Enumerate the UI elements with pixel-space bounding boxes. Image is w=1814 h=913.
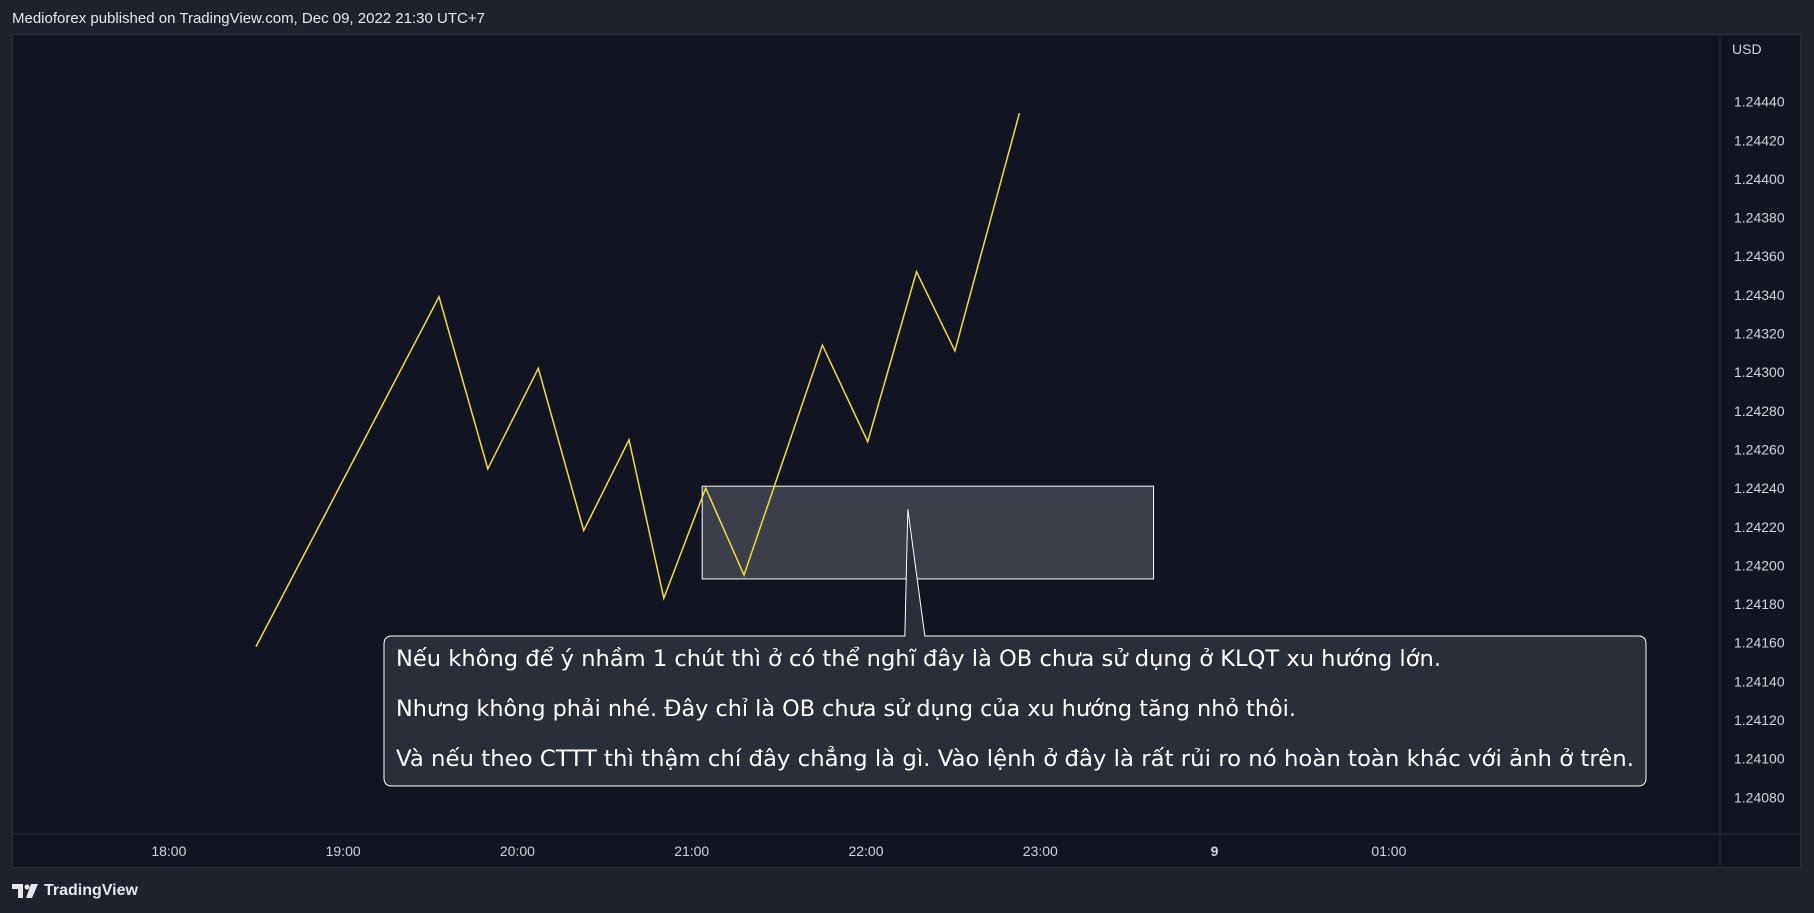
time-tick-label: 9 xyxy=(1211,843,1219,859)
price-line xyxy=(255,113,1021,647)
price-tick-label: 1.24200 xyxy=(1734,557,1785,573)
price-tick-label: 1.24100 xyxy=(1734,751,1785,767)
callout-box[interactable] xyxy=(383,509,1647,787)
currency-label: USD xyxy=(1732,41,1762,57)
price-tick-label: 1.24160 xyxy=(1734,635,1785,651)
price-tick-label: 1.24440 xyxy=(1734,94,1785,110)
price-tick-label: 1.24420 xyxy=(1734,132,1785,148)
time-tick-label: 19:00 xyxy=(326,843,361,859)
price-tick-label: 1.24280 xyxy=(1734,403,1785,419)
price-tick-label: 1.24320 xyxy=(1734,326,1785,342)
price-tick-label: 1.24080 xyxy=(1734,789,1785,805)
price-tick-label: 1.24220 xyxy=(1734,519,1785,535)
tradingview-brand: TradingView xyxy=(44,882,138,899)
time-tick-label: 01:00 xyxy=(1371,843,1406,859)
callout-line: Nhưng không phải nhé. Đây chỉ là OB chưa… xyxy=(396,697,1296,722)
price-tick-label: 1.24260 xyxy=(1734,441,1785,457)
callout-line: Và nếu theo CTTT thì thậm chí đây chẳng … xyxy=(396,746,1634,772)
time-tick-label: 20:00 xyxy=(500,843,535,859)
publish-info: Medioforex published on TradingView.com,… xyxy=(12,10,485,27)
callout-line: Nếu không để ý nhầm 1 chút thì ở có thể … xyxy=(396,647,1441,672)
time-tick-label: 23:00 xyxy=(1023,843,1058,859)
time-tick-label: 22:00 xyxy=(848,843,883,859)
time-tick-label: 21:00 xyxy=(674,843,709,859)
tradingview-logo[interactable]: TradingView xyxy=(12,882,138,900)
price-tick-label: 1.24340 xyxy=(1734,287,1785,303)
price-tick-label: 1.24240 xyxy=(1734,480,1785,496)
price-tick-label: 1.24180 xyxy=(1734,596,1785,612)
price-chart[interactable]: USD 1.244401.244201.244001.243801.243601… xyxy=(12,34,1801,868)
time-tick-label: 18:00 xyxy=(151,843,186,859)
price-tick-label: 1.24120 xyxy=(1734,712,1785,728)
price-tick-label: 1.24360 xyxy=(1734,248,1785,264)
order-block-zone[interactable] xyxy=(701,485,1155,580)
price-axis[interactable]: 1.24440 1.24420 1.24400 1.24380 1.24360 1.243… xyxy=(1734,94,1785,806)
price-tick-label: 1.24300 xyxy=(1734,364,1785,380)
callout-text: Nếu không để ý nhầm 1 chút thì ở có thể … xyxy=(396,647,1634,772)
price-tick-label: 1.24140 xyxy=(1734,673,1785,689)
time-axis[interactable]: 18:00 19:00 20:00 21:00 22:00 23:00 9 01:00 xyxy=(151,843,1406,859)
price-tick-label: 1.24380 xyxy=(1734,210,1785,226)
tradingview-logo-icon xyxy=(12,884,38,898)
price-tick-label: 1.24400 xyxy=(1734,171,1785,187)
